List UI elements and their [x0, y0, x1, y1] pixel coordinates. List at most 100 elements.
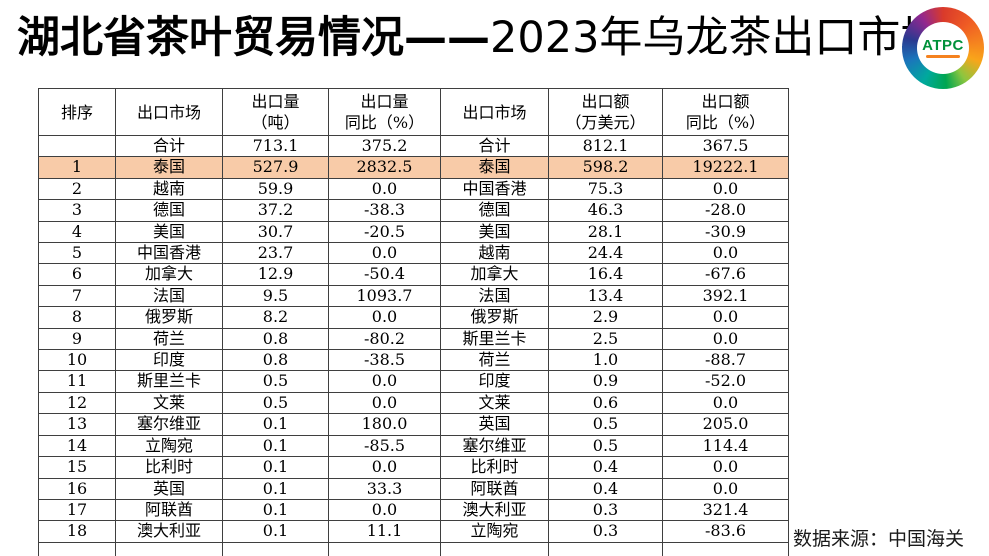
value-market-cell: 越南 — [440, 242, 549, 265]
header-volume-yoy: 出口量 同比（%） — [328, 88, 441, 136]
value-yoy-cell: -52.0 — [662, 370, 789, 393]
value-cell: 46.3 — [548, 199, 663, 222]
rank-cell: 9 — [38, 327, 116, 351]
value-yoy-cell: 0.0 — [662, 456, 789, 479]
table-row: 10 印度 0.8 -38.5 荷兰 1.0 -88.7 — [38, 349, 789, 372]
table-row: 3 德国 37.2 -38.3 德国 46.3 -28.0 — [38, 199, 789, 222]
header-rank: 排序 — [38, 88, 116, 136]
volume-yoy-cell: 0.0 — [328, 456, 441, 479]
value-market-cell: 立陶宛 — [440, 520, 549, 543]
volume-market-cell: 塞尔维亚 — [115, 413, 223, 436]
value-market-cell: 阿联酋 — [440, 477, 549, 500]
rank-cell: 11 — [38, 370, 116, 393]
value-market-cell: 斯里兰卡 — [440, 327, 549, 351]
rank-cell: 2 — [38, 177, 116, 201]
volume-cell: 0.5 — [222, 391, 329, 415]
value-market-cell: 泰国 — [440, 156, 549, 179]
volume-market-cell: 文莱 — [115, 391, 223, 415]
table-row: 7 法国 9.5 1093.7 法国 13.4 392.1 — [38, 284, 789, 308]
rank-cell — [38, 541, 116, 556]
volume-yoy-cell: 0.0 — [328, 306, 441, 329]
page-title: 湖北省茶叶贸易情况——2023年乌龙茶出口市场 — [17, 12, 943, 66]
value-market-cell: 中国香港 — [440, 177, 549, 201]
value-yoy-cell: 205.0 — [662, 413, 789, 436]
volume-market-cell: 俄罗斯 — [115, 306, 223, 329]
rank-cell: 6 — [38, 263, 116, 286]
rank-cell: 12 — [38, 391, 116, 415]
logo-swirl-icon — [902, 7, 984, 89]
value-yoy-cell: 19222.1 — [662, 156, 789, 179]
value-yoy-cell: 0.0 — [662, 242, 789, 265]
volume-market-cell: 越南 — [115, 177, 223, 201]
table-row: 合计 713.1 375.2 合计 812.1 367.5 — [38, 134, 789, 158]
rank-cell: 17 — [38, 498, 116, 522]
value-yoy-cell: 0.0 — [662, 391, 789, 415]
table-row: 6 加拿大 12.9 -50.4 加拿大 16.4 -67.6 — [38, 263, 789, 286]
volume-market-cell: 中国香港 — [115, 242, 223, 265]
volume-cell: 23.7 — [222, 242, 329, 265]
volume-cell: 8.2 — [222, 306, 329, 329]
value-cell: 1.0 — [548, 349, 663, 372]
volume-market-cell: 比利时 — [115, 456, 223, 479]
value-yoy-cell — [662, 541, 789, 556]
value-cell: 0.4 — [548, 477, 663, 500]
rank-cell: 5 — [38, 242, 116, 265]
volume-cell: 37.2 — [222, 199, 329, 222]
value-cell: 0.5 — [548, 434, 663, 458]
volume-cell: 0.8 — [222, 349, 329, 372]
header-volume: 出口量 （吨） — [222, 88, 329, 136]
volume-yoy-cell: 11.1 — [328, 520, 441, 543]
value-cell: 75.3 — [548, 177, 663, 201]
volume-yoy-cell: -50.4 — [328, 263, 441, 286]
table-row: 5 中国香港 23.7 0.0 越南 24.4 0.0 — [38, 242, 789, 265]
value-yoy-cell: 0.0 — [662, 477, 789, 500]
value-cell: 0.6 — [548, 391, 663, 415]
value-cell: 0.5 — [548, 413, 663, 436]
volume-cell: 713.1 — [222, 134, 329, 158]
table-row: 11 斯里兰卡 0.5 0.0 印度 0.9 -52.0 — [38, 370, 789, 393]
value-market-cell — [440, 541, 549, 556]
value-market-cell: 美国 — [440, 220, 549, 244]
volume-cell — [222, 541, 329, 556]
volume-yoy-cell: -38.3 — [328, 199, 441, 222]
value-market-cell: 澳大利亚 — [440, 498, 549, 522]
rank-cell: 15 — [38, 456, 116, 479]
table-row: 14 立陶宛 0.1 -85.5 塞尔维亚 0.5 114.4 — [38, 434, 789, 458]
volume-yoy-cell: 180.0 — [328, 413, 441, 436]
volume-market-cell: 法国 — [115, 284, 223, 308]
value-cell: 2.9 — [548, 306, 663, 329]
volume-yoy-cell: 375.2 — [328, 134, 441, 158]
rank-cell: 14 — [38, 434, 116, 458]
value-market-cell: 合计 — [440, 134, 549, 158]
value-yoy-cell: -30.9 — [662, 220, 789, 244]
value-cell: 2.5 — [548, 327, 663, 351]
table-header: 排序 出口市场 出口量 （吨） 出口量 同比（%） 出口市场 出口额 （万美元） 出口… — [38, 88, 789, 136]
volume-cell: 12.9 — [222, 263, 329, 286]
rank-cell — [38, 134, 116, 158]
value-yoy-cell: -67.6 — [662, 263, 789, 286]
value-cell: 16.4 — [548, 263, 663, 286]
rank-cell: 8 — [38, 306, 116, 329]
table-row: 4 美国 30.7 -20.5 美国 28.1 -30.9 — [38, 220, 789, 244]
volume-cell: 59.9 — [222, 177, 329, 201]
volume-market-cell: 斯里兰卡 — [115, 370, 223, 393]
header-value: 出口额 （万美元） — [548, 88, 663, 136]
value-market-cell: 德国 — [440, 199, 549, 222]
value-yoy-cell: -83.6 — [662, 520, 789, 543]
value-cell: 28.1 — [548, 220, 663, 244]
volume-yoy-cell: 0.0 — [328, 242, 441, 265]
volume-yoy-cell: -20.5 — [328, 220, 441, 244]
rank-cell: 1 — [38, 156, 116, 179]
value-yoy-cell: 0.0 — [662, 327, 789, 351]
value-market-cell: 加拿大 — [440, 263, 549, 286]
volume-cell: 0.1 — [222, 456, 329, 479]
value-cell: 598.2 — [548, 156, 663, 179]
volume-yoy-cell: 0.0 — [328, 177, 441, 201]
value-cell: 0.9 — [548, 370, 663, 393]
volume-cell: 0.5 — [222, 370, 329, 393]
volume-market-cell: 荷兰 — [115, 327, 223, 351]
table-row: 16 英国 0.1 33.3 阿联酋 0.4 0.0 — [38, 477, 789, 500]
volume-yoy-cell: 0.0 — [328, 370, 441, 393]
value-cell — [548, 541, 663, 556]
